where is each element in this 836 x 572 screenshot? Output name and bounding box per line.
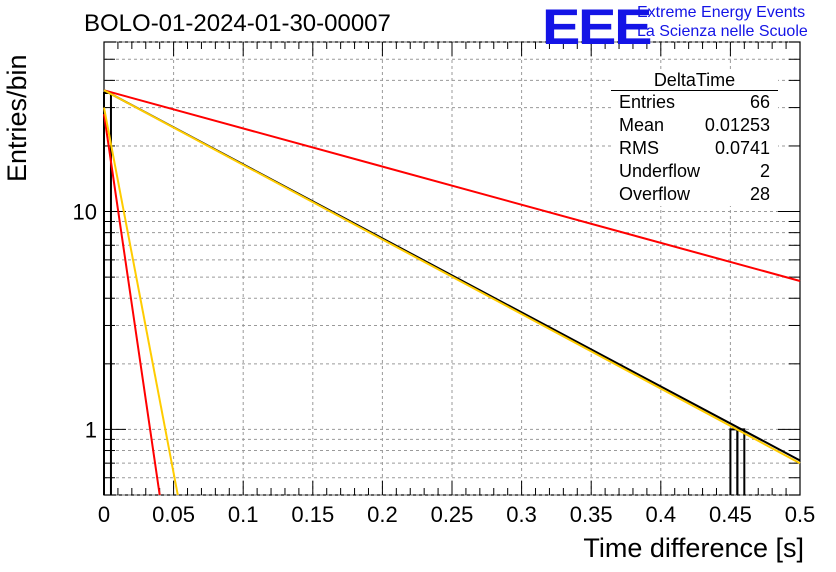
- stats-value: 0.0741: [714, 138, 770, 158]
- stats-value: 66: [749, 92, 770, 112]
- x-tick-label: 0.15: [291, 502, 334, 527]
- stats-label: Overflow: [619, 184, 691, 204]
- x-tick-label: 0.3: [506, 502, 537, 527]
- x-tick-label: 0.5: [785, 502, 816, 527]
- y-tick-label: 1: [85, 417, 97, 442]
- x-tick-label: 0.05: [152, 502, 195, 527]
- eee-logo: EEE: [542, 0, 652, 55]
- y-tick-label: 10: [73, 200, 97, 225]
- chart-title: BOLO-01-2024-01-30-00007: [84, 10, 391, 37]
- stats-label: Entries: [619, 92, 676, 112]
- stats-label: Mean: [619, 115, 665, 135]
- stats-title: DeltaTime: [611, 70, 778, 91]
- stats-row: Entries 66: [611, 91, 778, 114]
- y-axis-label: Entries/bin: [2, 54, 32, 182]
- logo-line-1: Extreme Energy Events: [637, 4, 806, 21]
- y-tick-labels: 1 10: [73, 200, 97, 443]
- x-tick-label: 0.35: [570, 502, 613, 527]
- x-tick-label: 0.1: [228, 502, 259, 527]
- axis-ticks: [103, 41, 801, 496]
- stats-row: Overflow 28: [611, 183, 778, 206]
- stats-value: 0.01253: [704, 115, 770, 135]
- fit-line: [103, 89, 801, 282]
- stats-value: 28: [749, 184, 770, 204]
- stats-label: RMS: [619, 138, 659, 158]
- x-tick-label: 0.45: [709, 502, 752, 527]
- x-axis-label: Time difference [s]: [583, 533, 804, 563]
- fit-line: [103, 89, 801, 465]
- logo-caption: Extreme Energy Events La Scienza nelle S…: [637, 3, 808, 41]
- grid: [104, 41, 800, 496]
- stats-row: Underflow 2: [611, 160, 778, 183]
- x-tick-label: 0: [98, 502, 110, 527]
- stats-label: Underflow: [619, 161, 701, 181]
- stats-row: Mean 0.01253: [611, 114, 778, 137]
- x-tick-labels: 0 0.05 0.1 0.15 0.2 0.25 0.3 0.35 0.4 0.45 0.5: [98, 502, 815, 527]
- stats-row: RMS 0.0741: [611, 137, 778, 160]
- stats-value: 2: [759, 161, 770, 181]
- fit-lines: [103, 89, 801, 496]
- logo-line-2: La Scienza nelle Scuole: [637, 23, 808, 40]
- x-tick-label: 0.2: [367, 502, 398, 527]
- stats-box: DeltaTime Entries 66 Mean 0.01253 RMS 0.…: [611, 70, 778, 206]
- x-tick-label: 0.25: [431, 502, 474, 527]
- x-tick-label: 0.4: [646, 502, 677, 527]
- fit-line: [103, 113, 161, 496]
- fit-line: [103, 107, 179, 496]
